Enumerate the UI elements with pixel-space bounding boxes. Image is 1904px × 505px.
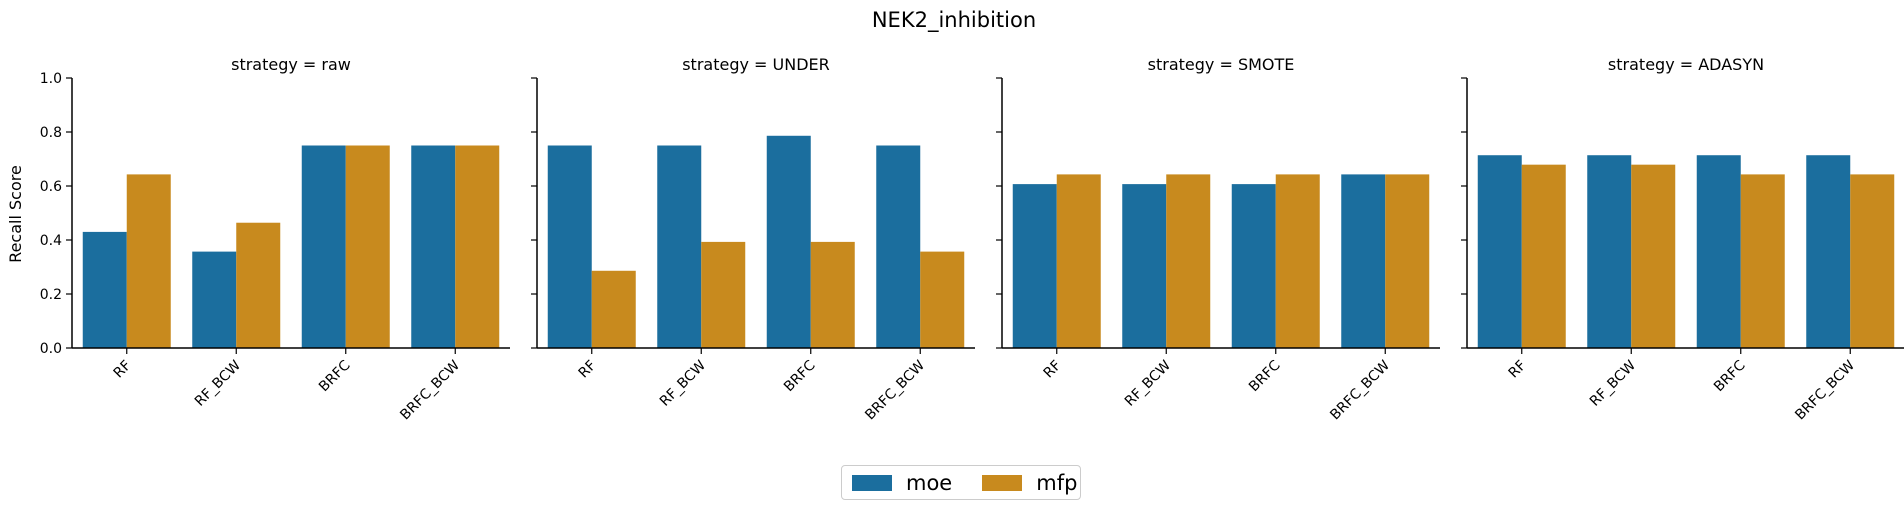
x-tick-label: RF_BCW <box>1122 357 1174 409</box>
bar-moe-BRFC <box>301 145 346 348</box>
x-tick-label: BRFC_BCW <box>862 357 928 423</box>
bar-mfp-BRFC <box>810 241 855 348</box>
bar-moe-BRFC_BCW <box>411 145 456 348</box>
y-axis-label: Recall Score <box>6 165 25 263</box>
bar-mfp-BRFC_BCW <box>920 251 965 348</box>
bar-moe-BRFC_BCW <box>1806 155 1851 348</box>
y-tick-label: 1.0 <box>40 71 62 87</box>
facet-panels: strategy = raw 0.0 0.2 0.4 0.6 0.8 1.0 RF RF_BCW… <box>40 55 1904 423</box>
y-tick-label: 0.8 <box>40 125 62 141</box>
bar-mfp-RF <box>591 270 636 348</box>
legend-item-moe: moe <box>852 471 952 495</box>
x-tick-label: RF_BCW <box>1587 357 1639 409</box>
bar-moe-RF_BCW <box>192 251 237 348</box>
x-tick-label: BRFC_BCW <box>1327 357 1393 423</box>
bar-mfp-RF <box>1056 174 1101 348</box>
x-tick-label: RF <box>111 358 135 382</box>
x-tick-label: RF_BCW <box>657 357 709 409</box>
x-tick-label: RF <box>576 358 600 382</box>
bar-moe-RF <box>82 231 127 348</box>
bar-moe-RF_BCW <box>1122 184 1167 348</box>
legend-swatch-mfp <box>982 474 1023 491</box>
legend: moe mfp <box>841 465 1081 500</box>
bar-moe-BRFC_BCW <box>876 145 921 348</box>
y-tick-label: 0.0 <box>40 341 62 357</box>
bar-moe-BRFC <box>766 135 811 348</box>
bar-mfp-RF <box>1521 164 1566 348</box>
y-tick-label: 0.2 <box>40 287 62 303</box>
x-tick-label: RF <box>1041 358 1065 382</box>
facet-panel-0: strategy = raw 0.0 0.2 0.4 0.6 0.8 1.0 RF RF_BCW… <box>40 55 510 423</box>
legend-item-mfp: mfp <box>982 471 1077 495</box>
panel-title: strategy = ADASYN <box>1608 55 1764 74</box>
x-tick-label: RF_BCW <box>192 357 244 409</box>
x-tick-label: RF <box>1506 358 1530 382</box>
chart-title: NEK2_inhibition <box>872 8 1036 33</box>
x-tick-label: BRFC <box>781 357 819 395</box>
bar-moe-BRFC <box>1231 184 1276 348</box>
panel-title: strategy = UNDER <box>682 55 830 74</box>
x-tick-label: BRFC_BCW <box>1792 357 1858 423</box>
facet-panel-1: strategy = UNDER RF RF_BCW BRFC BRFC_BCW <box>531 55 975 423</box>
bar-moe-RF_BCW <box>657 145 702 348</box>
facet-panel-3: strategy = ADASYN RF RF_BCW BRFC BRFC_BCW <box>1461 55 1904 423</box>
legend-label-mfp: mfp <box>1036 470 1078 495</box>
bar-mfp-BRFC <box>1740 174 1785 348</box>
bar-mfp-BRFC <box>345 145 390 348</box>
bar-mfp-RF_BCW <box>1166 174 1211 348</box>
bar-mfp-BRFC_BCW <box>455 145 500 348</box>
x-tick-label: BRFC_BCW <box>397 357 463 423</box>
x-tick-label: BRFC <box>1711 357 1749 395</box>
bar-mfp-RF_BCW <box>701 241 746 348</box>
bar-mfp-RF_BCW <box>1631 164 1676 348</box>
x-tick-label: BRFC <box>316 357 354 395</box>
legend-label-moe: moe <box>906 470 953 495</box>
x-tick-label: BRFC <box>1246 357 1284 395</box>
legend-swatch-moe <box>852 474 892 491</box>
bar-moe-BRFC <box>1696 155 1741 348</box>
bar-mfp-BRFC_BCW <box>1850 174 1895 348</box>
bar-moe-BRFC_BCW <box>1341 174 1386 348</box>
bar-mfp-BRFC <box>1275 174 1320 348</box>
bar-moe-RF <box>547 145 592 348</box>
bar-moe-RF <box>1012 184 1057 348</box>
y-tick-label: 0.4 <box>40 233 62 249</box>
bar-moe-RF_BCW <box>1587 155 1632 348</box>
panel-title: strategy = SMOTE <box>1148 55 1295 74</box>
y-tick-label: 0.6 <box>40 179 62 195</box>
bar-mfp-RF_BCW <box>236 222 281 348</box>
bar-moe-RF <box>1477 155 1522 348</box>
bar-mfp-BRFC_BCW <box>1385 174 1430 348</box>
panel-title: strategy = raw <box>231 55 351 74</box>
facet-panel-2: strategy = SMOTE RF RF_BCW BRFC BRFC_BCW <box>996 55 1440 423</box>
bar-mfp-RF <box>126 174 171 348</box>
